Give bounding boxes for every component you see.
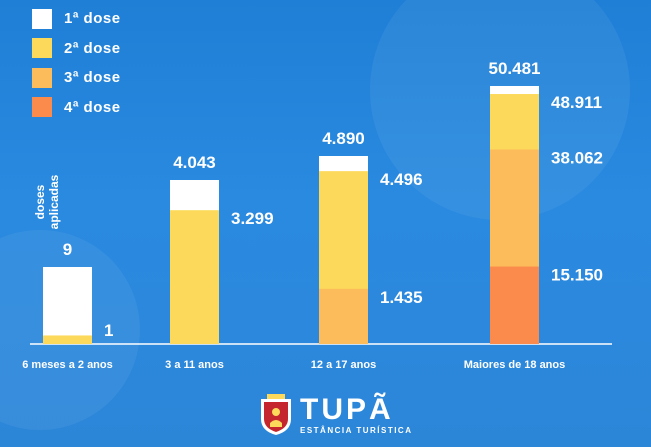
city-crest-icon (261, 394, 291, 435)
data-label: 1.435 (380, 288, 423, 307)
legend-swatch (32, 67, 52, 88)
legend: 1ª dose 2ª dose 3ª dose 4ª dose (32, 4, 121, 122)
logo: TUPÃ ESTÂNCIA TURÍSTICA (258, 393, 412, 437)
data-label: 48.911 (551, 93, 602, 112)
bar-2-dose (43, 335, 92, 344)
category-label: Maiores de 18 anos (464, 359, 566, 371)
bar-2-dose (170, 210, 219, 344)
logo-tagline: ESTÂNCIA TURÍSTICA (300, 426, 413, 435)
legend-item-dose-1: 1ª dose (32, 4, 121, 34)
category-label: 12 a 17 anos (311, 359, 376, 371)
legend-swatch (32, 8, 52, 29)
legend-label: 4ª dose (64, 98, 121, 116)
legend-item-dose-4: 4ª dose (32, 93, 121, 123)
legend-swatch (32, 38, 52, 59)
bar-3-dose (319, 288, 368, 344)
logo-name: TUPÃ (300, 393, 394, 426)
data-label: 3.299 (231, 209, 274, 228)
legend-label: 2ª dose (64, 39, 121, 57)
data-label: 38.062 (551, 148, 603, 167)
bar-4-dose (490, 266, 539, 344)
legend-label: 3ª dose (64, 69, 121, 87)
legend-item-dose-2: 2ª dose (32, 34, 121, 64)
data-label: 9 (63, 240, 72, 259)
category-label: 3 a 11 anos (165, 359, 224, 371)
legend-swatch (32, 97, 52, 118)
legend-item-dose-3: 3ª dose (32, 63, 121, 93)
data-label: 1 (104, 321, 113, 340)
data-label: 15.150 (551, 266, 603, 285)
data-label: 4.496 (380, 170, 423, 189)
data-label: 4.890 (322, 129, 365, 148)
category-label: 6 meses a 2 anos (22, 359, 113, 371)
data-label: 50.481 (489, 59, 541, 78)
bar-1-dose (43, 267, 92, 344)
legend-label: 1ª dose (64, 10, 121, 28)
data-label: 4.043 (173, 153, 216, 172)
